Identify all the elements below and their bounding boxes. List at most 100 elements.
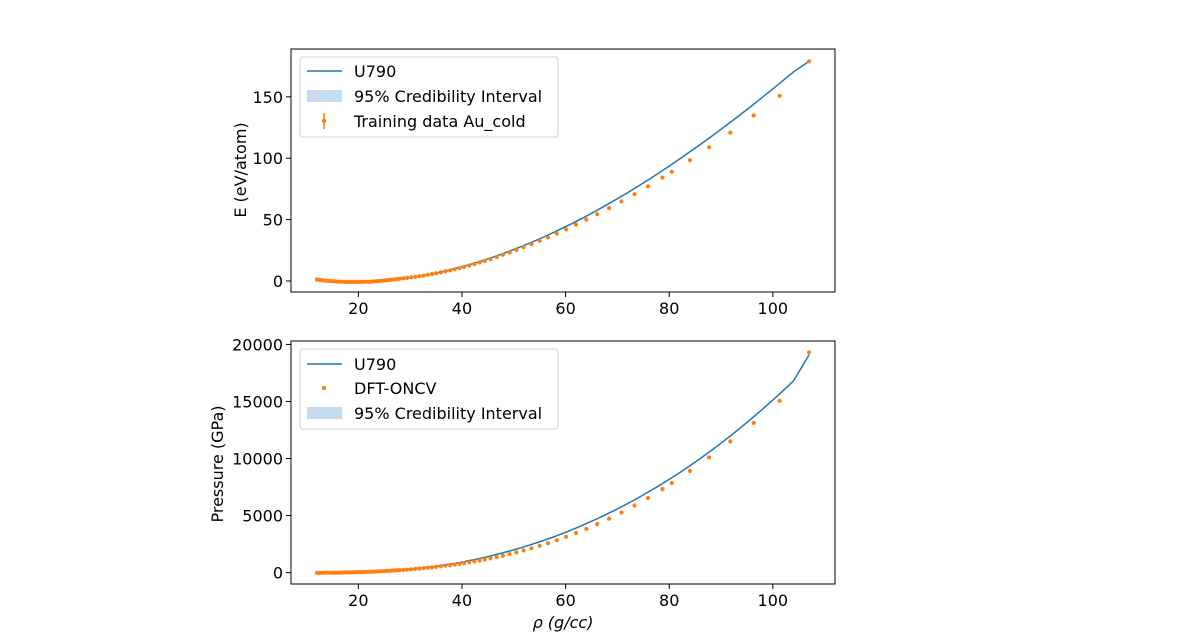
pressure-legend-label-u790: U790 [354, 355, 396, 374]
pressure-data-point [564, 534, 569, 539]
energy-marks [314, 59, 812, 284]
energy-data-point [507, 250, 512, 255]
pressure-data-point [660, 487, 665, 492]
energy-legend-label-interval: 95% Credibility Interval [354, 87, 542, 106]
energy-data-point [514, 247, 519, 253]
energy-y-tick-label: 0 [273, 272, 283, 291]
energy-data-point [728, 130, 733, 135]
energy-data-point [564, 227, 569, 232]
pressure-y-tick-label: 10000 [232, 450, 283, 469]
energy-data-point [413, 274, 418, 279]
pressure-y-tick-label: 0 [273, 564, 283, 583]
energy-y-tick-label: 150 [252, 88, 283, 107]
energy-data-point [660, 175, 665, 180]
pressure-data-point [488, 556, 493, 561]
pressure-data-point [521, 548, 526, 553]
energy-data-point [425, 272, 430, 277]
energy-data-point [472, 261, 477, 267]
energy-chart-panel: 20 40 60 80 100 0 50 100 150 E (eV/atom) U790 95… [231, 48, 836, 318]
pressure-ticks: 20 40 60 80 100 0 5000 10000 15000 20000 [232, 335, 788, 610]
energy-data-point [500, 252, 505, 257]
pressure-data-point [645, 495, 651, 501]
pressure-x-axis-label: ρ (g/cc) [533, 613, 594, 632]
energy-data-point [461, 264, 467, 270]
pressure-data-point [573, 530, 579, 536]
energy-data-point [421, 273, 426, 278]
energy-x-tick-label: 100 [758, 299, 789, 318]
pressure-data-point [751, 420, 756, 425]
pressure-data-point [632, 503, 637, 508]
pressure-data-point [619, 510, 624, 515]
energy-data-point [595, 212, 600, 217]
pressure-data-point [477, 558, 482, 563]
pressure-legend-frame [299, 348, 559, 430]
pressure-x-tick-label: 80 [659, 591, 679, 610]
energy-data-point [554, 231, 559, 236]
energy-data-point [545, 235, 551, 240]
pressure-data-point [687, 468, 693, 473]
energy-data-point [632, 192, 637, 197]
energy-data-point [405, 275, 410, 280]
energy-legend-label-u790: U790 [354, 62, 396, 81]
energy-legend-label-training: Training data Au_cold [353, 112, 526, 132]
energy-x-tick-label: 20 [348, 299, 368, 318]
pressure-data-point [461, 561, 467, 566]
pressure-y-axis-label: Pressure (GPa) [208, 405, 227, 522]
energy-data-point [443, 269, 448, 274]
pressure-data-point [397, 568, 402, 573]
pressure-data-point [438, 564, 443, 569]
pressure-data-point [607, 516, 612, 521]
pressure-x-tick-label: 40 [452, 591, 472, 610]
energy-data-point [467, 263, 472, 268]
pressure-legend-label-dft: DFT-ONCV [354, 379, 437, 398]
pressure-data-point [507, 552, 512, 557]
pressure-data-point [707, 455, 712, 460]
pressure-y-tick-label: 5000 [242, 507, 283, 526]
energy-ticks: 20 40 60 80 100 0 50 100 150 [252, 88, 788, 318]
pressure-data-point [545, 541, 551, 546]
energy-data-point [401, 276, 406, 281]
energy-data-point [452, 267, 457, 272]
pressure-data-point [494, 555, 499, 560]
energy-data-point [457, 266, 462, 271]
energy-legend-band-swatch [307, 90, 342, 102]
pressure-x-tick-label: 20 [348, 591, 368, 610]
energy-legend-marker-swatch [321, 118, 327, 124]
energy-legend-frame [299, 56, 559, 138]
pressure-data-point [429, 565, 434, 570]
pressure-x-tick-label: 100 [758, 591, 789, 610]
pressure-data-point [467, 560, 472, 565]
pressure-data-point [417, 566, 422, 571]
energy-data-point [448, 268, 453, 273]
energy-data-point [417, 274, 422, 279]
pressure-y-tick-label: 15000 [232, 392, 283, 411]
pressure-data-point [452, 562, 457, 567]
energy-data-point [529, 242, 534, 247]
pressure-data-point [405, 567, 410, 572]
energy-x-tick-label: 80 [659, 299, 679, 318]
pressure-data-point [401, 567, 406, 573]
pressure-data-point [457, 561, 462, 567]
pressure-x-tick-label: 60 [555, 591, 575, 610]
energy-data-point [397, 276, 402, 281]
pressure-data-point [554, 538, 559, 543]
pressure-data-point [728, 439, 733, 444]
pressure-y-tick-label: 20000 [232, 335, 283, 354]
energy-data-point [573, 222, 579, 227]
energy-x-tick-label: 40 [452, 299, 472, 318]
pressure-data-point [500, 553, 505, 558]
energy-data-point [438, 270, 443, 275]
energy-data-point [482, 258, 487, 263]
energy-data-point [521, 245, 526, 250]
pressure-data-point [482, 557, 487, 562]
pressure-chart-panel: 20 40 60 80 100 0 5000 10000 15000 20000 Pressure… [208, 335, 836, 632]
energy-data-point [584, 217, 589, 222]
pressure-marks [314, 350, 812, 575]
energy-data-point [434, 271, 439, 276]
pressure-data-point [434, 564, 439, 570]
pressure-data-point [409, 567, 414, 572]
pressure-data-point [584, 526, 589, 531]
energy-data-point [619, 199, 624, 204]
pressure-data-point [421, 566, 426, 571]
pressure-data-point [669, 480, 674, 486]
